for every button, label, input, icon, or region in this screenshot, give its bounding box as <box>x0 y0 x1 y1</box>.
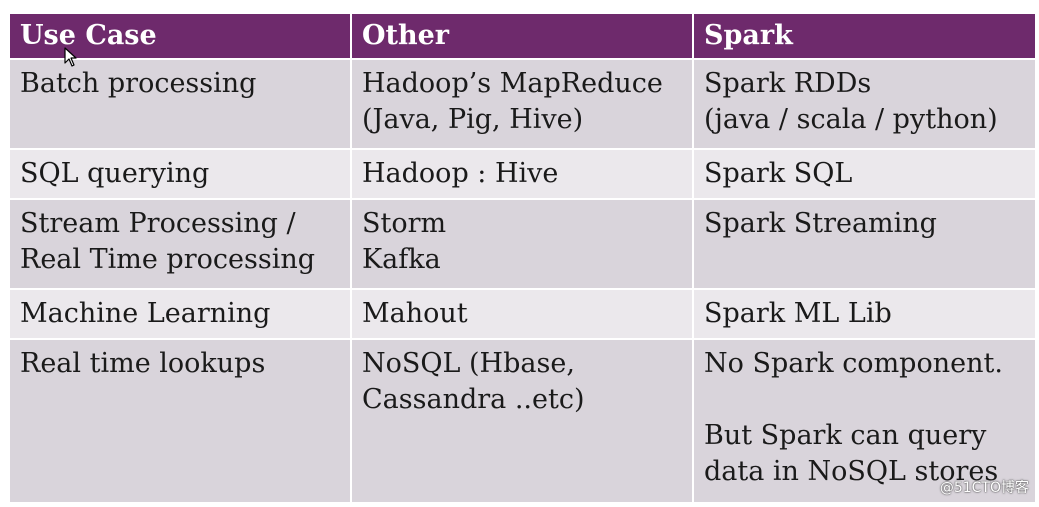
spark-cell: Spark Streaming <box>694 200 1035 288</box>
cell-text: SQL querying <box>20 158 210 189</box>
cell-text: No Spark component. <box>704 348 1003 379</box>
cell-text: NoSQL (Hbase, <box>362 348 575 379</box>
table-row: SQL querying Hadoop : Hive Spark SQL <box>10 150 1035 198</box>
other-cell: Hadoop’s MapReduce (Java, Pig, Hive) <box>352 60 692 148</box>
other-cell: Hadoop : Hive <box>352 150 692 198</box>
cell-text: But Spark can query <box>704 420 987 451</box>
use-case-cell: Batch processing <box>10 60 350 148</box>
use-case-cell: Stream Processing / Real Time processing <box>10 200 350 288</box>
other-cell: NoSQL (Hbase, Cassandra ..etc) <box>352 340 692 502</box>
cell-text: Real Time processing <box>20 244 315 275</box>
use-case-cell: Real time lookups <box>10 340 350 502</box>
cell-text: Spark SQL <box>704 158 853 189</box>
use-case-cell: SQL querying <box>10 150 350 198</box>
table-row: Batch processing Hadoop’s MapReduce (Jav… <box>10 60 1035 148</box>
use-case-cell: Machine Learning <box>10 290 350 338</box>
spark-cell: Spark ML Lib <box>694 290 1035 338</box>
header-use-case: Use Case <box>10 14 350 58</box>
cell-text: Spark RDDs <box>704 68 872 99</box>
cell-text: (Java, Pig, Hive) <box>362 104 584 135</box>
header-spark: Spark <box>694 14 1035 58</box>
cell-text: (java / scala / python) <box>704 104 998 135</box>
cell-text: data in NoSQL stores <box>704 456 999 487</box>
table-row: Machine Learning Mahout Spark ML Lib <box>10 290 1035 338</box>
paragraph-gap <box>704 382 1025 418</box>
cell-text: Hadoop’s MapReduce <box>362 68 663 99</box>
cell-text: Hadoop : Hive <box>362 158 559 189</box>
mouse-pointer-icon <box>64 47 77 67</box>
cell-text: Machine Learning <box>20 298 271 329</box>
spark-cell: Spark RDDs (java / scala / python) <box>694 60 1035 148</box>
spark-cell: Spark SQL <box>694 150 1035 198</box>
cell-text: Cassandra ..etc) <box>362 384 585 415</box>
cell-text: Stream Processing / <box>20 208 296 239</box>
cell-text: Spark ML Lib <box>704 298 892 329</box>
header-other: Other <box>352 14 692 58</box>
cell-text: Kafka <box>362 244 441 275</box>
watermark: @51CTO博客 <box>939 480 1029 496</box>
comparison-table: Use Case Other Spark Batch processing Ha… <box>8 12 1037 504</box>
cell-text: Storm <box>362 208 447 239</box>
other-cell: Storm Kafka <box>352 200 692 288</box>
header-row: Use Case Other Spark <box>10 14 1035 58</box>
cell-text: Batch processing <box>20 68 257 99</box>
cell-text: Mahout <box>362 298 468 329</box>
cell-text: Spark Streaming <box>704 208 937 239</box>
table-row: Stream Processing / Real Time processing… <box>10 200 1035 288</box>
table-row: Real time lookups NoSQL (Hbase, Cassandr… <box>10 340 1035 502</box>
cell-text: Real time lookups <box>20 348 266 379</box>
other-cell: Mahout <box>352 290 692 338</box>
spark-cell: No Spark component. But Spark can query … <box>694 340 1035 502</box>
